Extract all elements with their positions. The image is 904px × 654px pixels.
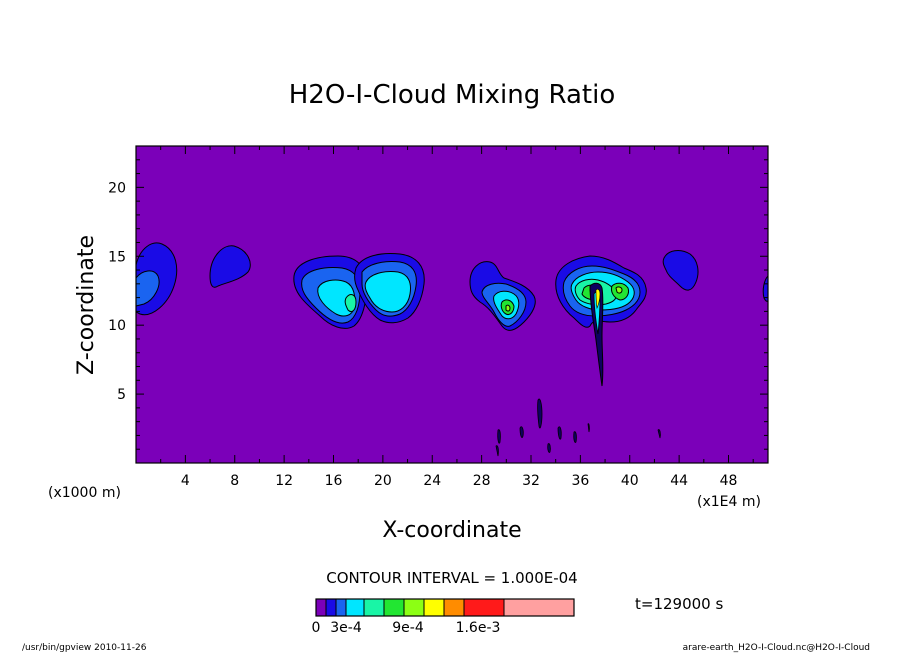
colorbar-label: 3e-4 [330,620,362,636]
cloud-1 [136,242,178,316]
colorbar-swatch [315,598,327,617]
x-tick-label: 44 [670,473,688,489]
colorbar-swatch [345,598,365,617]
plot-area [136,146,768,463]
x-tick-label: 4 [181,473,190,489]
footer-right-info: arare-earth_H2O-I-Cloud.nc@H2O-I-Cloud [682,643,870,653]
y-tick-label: 15 [108,249,126,265]
x-tick-label: 40 [621,473,639,489]
colorbar [315,598,575,617]
x-axis-label: X-coordinate [382,518,521,543]
x-unit-left: (x1000 m) [48,485,121,501]
x-tick-label: 12 [275,473,293,489]
colorbar-swatch [383,598,405,617]
surface-specks [495,398,661,457]
cloud-7 [662,250,699,291]
colorbar-labels: 0 3e-4 9e-4 1.6e-3 [312,620,501,636]
cloud-3 [293,255,367,329]
colorbar-swatch [443,598,465,617]
footer-left-info: /usr/bin/gpview 2010-11-26 [22,643,147,653]
cloud-6 [555,255,647,387]
y-tick-label: 20 [108,180,126,196]
x-tick-label: 36 [571,473,589,489]
colorbar-label: 1.6e-3 [456,620,501,636]
x-tick-label: 48 [720,473,738,489]
colorbar-label: 9e-4 [392,620,424,636]
cloud-4 [354,253,425,324]
colorbar-swatch [363,598,385,617]
y-axis-ticks: 5 10 15 20 [108,159,768,450]
x-tick-label: 24 [423,473,441,489]
x-axis-ticks: 4 8 12 16 20 24 28 32 36 40 44 48 [160,146,754,489]
colorbar-frame [315,598,575,617]
colorbar-label: 0 [312,620,321,636]
x-tick-label: 8 [230,473,239,489]
colorbar-swatch [335,598,347,617]
colorbar-swatch [503,598,575,617]
cloud-5 [469,261,536,331]
colorbar-swatch [463,598,505,617]
y-tick-label: 10 [108,318,126,334]
cloud-2 [209,245,251,288]
contour-interval-text: CONTOUR INTERVAL = 1.000E-04 [326,569,577,587]
x-tick-label: 20 [374,473,392,489]
plot-frame [135,145,769,464]
colorbar-swatch [403,598,425,617]
x-tick-label: 16 [325,473,343,489]
x-tick-label: 32 [522,473,540,489]
chart-title: H2O-I-Cloud Mixing Ratio [289,80,616,110]
colorbar-swatch [325,598,337,617]
x-tick-label: 28 [473,473,491,489]
contour-fills [136,242,768,457]
time-label: t=129000 s [635,595,723,613]
colorbar-swatch [423,598,445,617]
x-unit-right: (x1E4 m) [697,494,761,510]
y-axis-label: Z-coordinate [74,235,99,375]
y-tick-label: 5 [117,387,126,403]
